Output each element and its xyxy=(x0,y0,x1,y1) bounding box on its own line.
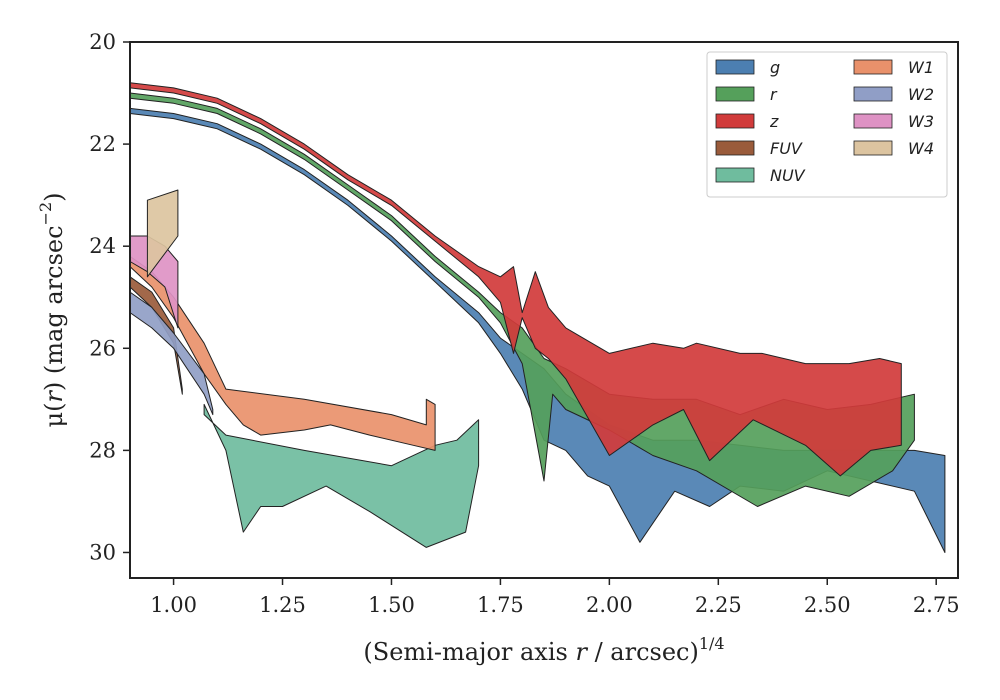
legend-swatch-w2 xyxy=(853,86,893,102)
y-tick-label: 20 xyxy=(89,30,116,54)
legend-label-z: z xyxy=(769,112,779,131)
legend-label-w1: W1 xyxy=(908,58,934,77)
y-tick-label: 22 xyxy=(89,132,116,156)
x-axis-label: (Semi-major axis r / arcsec)1/4 xyxy=(363,634,724,666)
legend-swatch-w1 xyxy=(853,59,893,75)
y-tick-label: 26 xyxy=(89,336,116,360)
legend-label-w4: W4 xyxy=(908,139,934,158)
x-tick-label: 2.75 xyxy=(913,593,960,617)
y-tick-label: 28 xyxy=(89,438,116,462)
series-layer xyxy=(129,82,946,553)
y-axis-label: μ(r) (mag arcsec−2) xyxy=(36,192,68,427)
band-z xyxy=(129,82,902,477)
x-tick-label: 1.50 xyxy=(368,593,415,617)
band-g xyxy=(129,107,946,553)
band-nuv xyxy=(203,403,480,548)
legend-label-w2: W2 xyxy=(908,85,934,104)
band-w1 xyxy=(129,255,436,451)
legend-swatch-nuv xyxy=(715,167,755,183)
legend-label-nuv: NUV xyxy=(770,166,806,185)
legend-swatch-z xyxy=(715,113,755,129)
y-tick-label: 24 xyxy=(89,234,116,258)
legend-label-w3: W3 xyxy=(908,112,934,131)
legend-swatch-g xyxy=(715,59,755,75)
x-tick-label: 1.25 xyxy=(259,593,306,617)
legend-swatch-w4 xyxy=(853,140,893,156)
x-tick-label: 1.75 xyxy=(477,593,524,617)
plot-frame xyxy=(129,41,959,579)
y-axis-ticks: 20 22 24 26 28 30 xyxy=(89,30,130,564)
x-tick-label: 2.00 xyxy=(586,593,633,617)
y-tick-label: 30 xyxy=(89,540,116,564)
band-w4 xyxy=(146,189,179,278)
legend-label-r: r xyxy=(770,85,778,104)
legend-label-fuv: FUV xyxy=(770,139,803,158)
legend-swatch-fuv xyxy=(715,140,755,156)
x-axis-ticks: 1.00 1.25 1.50 1.75 2.00 2.25 2.50 2.75 xyxy=(150,578,960,617)
band-w2 xyxy=(129,291,214,416)
legend: grz FUV NUV W1 W2 W3 W4 xyxy=(706,51,948,198)
legend-label-g: g xyxy=(770,58,780,77)
legend-swatch-r xyxy=(715,86,755,102)
legend-swatch-w3 xyxy=(853,113,893,129)
x-tick-label: 2.50 xyxy=(804,593,851,617)
x-tick-label: 2.25 xyxy=(695,593,742,617)
x-tick-label: 1.00 xyxy=(150,593,197,617)
